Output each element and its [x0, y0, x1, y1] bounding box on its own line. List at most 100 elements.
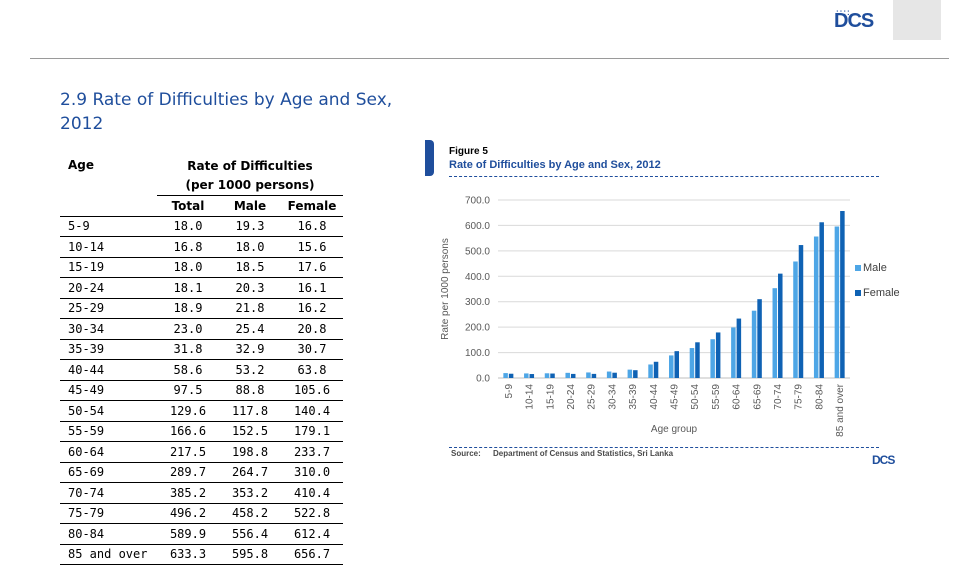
female-cell: 179.1	[281, 420, 343, 442]
table-row: 40-44 58.6 53.2 63.8	[60, 359, 343, 380]
figure-source: Source: Department of Census and Statist…	[451, 449, 683, 458]
male-cell: 595.8	[219, 543, 281, 565]
table-row: 55-59 166.6 152.5 179.1	[60, 420, 343, 442]
table-row: 25-29 18.9 21.8 16.2	[60, 297, 343, 319]
table-row: 45-49 97.5 88.8 105.6	[60, 379, 343, 401]
y-tick-label: 100.0	[465, 348, 490, 359]
bar-female	[674, 351, 679, 378]
female-cell: 20.8	[281, 318, 343, 339]
x-tick-label: 55-59	[711, 384, 722, 410]
header-divider	[30, 58, 949, 59]
male-cell: 21.8	[219, 297, 281, 319]
male-cell: 353.2	[219, 482, 281, 503]
bar-male	[586, 372, 591, 378]
bar-female	[570, 373, 576, 378]
age-cell: 75-79	[60, 502, 157, 524]
male-cell: 198.8	[219, 441, 281, 462]
bar-male	[544, 373, 550, 378]
male-cell: 19.3	[219, 215, 281, 237]
table-row: 5-9 18.0 19.3 16.8	[60, 215, 343, 237]
female-cell: 15.6	[281, 236, 343, 257]
bar-male	[689, 348, 695, 378]
age-cell: 70-74	[60, 482, 157, 503]
age-cell: 50-54	[60, 400, 157, 421]
legend-swatch-male	[855, 264, 861, 271]
age-cell: 55-59	[60, 420, 157, 442]
total-cell: 58.6	[157, 359, 219, 380]
male-cell: 32.9	[219, 338, 281, 360]
bar-female	[612, 372, 617, 378]
figure-top-divider	[449, 176, 879, 177]
bar-female	[798, 245, 804, 378]
bar-male	[751, 310, 757, 378]
blank-header	[60, 196, 157, 217]
x-tick-label: 80-84	[814, 384, 825, 410]
age-cell: 80-84	[60, 523, 157, 544]
bar-male	[524, 373, 529, 378]
bar-female	[736, 318, 742, 378]
male-cell: 18.0	[219, 236, 281, 257]
total-cell: 18.1	[157, 277, 219, 298]
table-row: 20-24 18.1 20.3 16.1	[60, 277, 343, 298]
age-cell: 15-19	[60, 256, 157, 278]
x-tick-label: 5-9	[504, 384, 515, 399]
age-cell: 25-29	[60, 297, 157, 319]
female-cell: 310.0	[281, 461, 343, 483]
bar-female	[508, 373, 514, 378]
table-row: 75-79 496.2 458.2 522.8	[60, 502, 343, 524]
figure-marker	[425, 140, 434, 176]
group-subheader: (per 1000 persons)	[157, 175, 343, 196]
figure-number: Figure 5	[449, 146, 488, 157]
bar-female	[633, 370, 638, 378]
x-tick-label: 35-39	[628, 384, 639, 410]
dcs-logo-small: DCS	[872, 453, 895, 467]
male-column-header: Male	[219, 195, 281, 217]
bar-male	[793, 261, 798, 378]
female-cell: 522.8	[281, 502, 343, 524]
total-cell: 589.9	[157, 523, 219, 544]
section-title: 2.9 Rate of Difficulties by Age and Sex,…	[60, 90, 393, 134]
y-axis-title: Rate per 1000 persons	[440, 238, 451, 340]
bar-male	[813, 236, 819, 378]
age-column-header: Age	[68, 158, 95, 172]
male-cell: 88.8	[219, 379, 281, 401]
bar-male	[565, 372, 570, 378]
legend-label-female: Female	[863, 286, 900, 299]
x-tick-label: 25-29	[587, 384, 598, 410]
female-cell: 410.4	[281, 482, 343, 503]
male-cell: 20.3	[219, 277, 281, 298]
male-cell: 53.2	[219, 359, 281, 380]
table-row: 50-54 129.6 117.8 140.4	[60, 400, 343, 421]
x-tick-label: 20-24	[566, 384, 577, 410]
bar-female	[653, 361, 659, 378]
bar-female	[840, 211, 845, 378]
bar-male	[648, 364, 653, 378]
y-tick-label: 500.0	[465, 246, 490, 257]
total-cell: 23.0	[157, 318, 219, 339]
x-axis-title: Age group	[651, 424, 698, 435]
bar-female	[715, 332, 721, 378]
y-tick-label: 400.0	[465, 272, 490, 283]
group-header: Rate of Difficulties	[187, 158, 313, 173]
x-tick-label: 65-69	[752, 384, 763, 410]
age-cell: 5-9	[60, 215, 157, 237]
x-tick-label: 60-64	[732, 384, 743, 410]
age-cell: 10-14	[60, 236, 157, 257]
bar-female	[757, 299, 762, 378]
male-cell: 556.4	[219, 523, 281, 544]
total-cell: 129.6	[157, 400, 219, 421]
y-tick-label: 300.0	[465, 297, 490, 308]
female-cell: 17.6	[281, 256, 343, 278]
age-cell: 65-69	[60, 461, 157, 483]
total-column-header: Total	[157, 195, 219, 217]
total-cell: 385.2	[157, 482, 219, 503]
female-cell: 30.7	[281, 338, 343, 360]
bar-male	[710, 339, 715, 378]
female-cell: 656.7	[281, 543, 343, 565]
female-cell: 233.7	[281, 441, 343, 462]
total-cell: 18.0	[157, 256, 219, 278]
x-tick-label: 70-74	[773, 384, 784, 410]
female-cell: 612.4	[281, 523, 343, 544]
bar-male	[834, 226, 840, 378]
total-cell: 166.6	[157, 420, 219, 442]
